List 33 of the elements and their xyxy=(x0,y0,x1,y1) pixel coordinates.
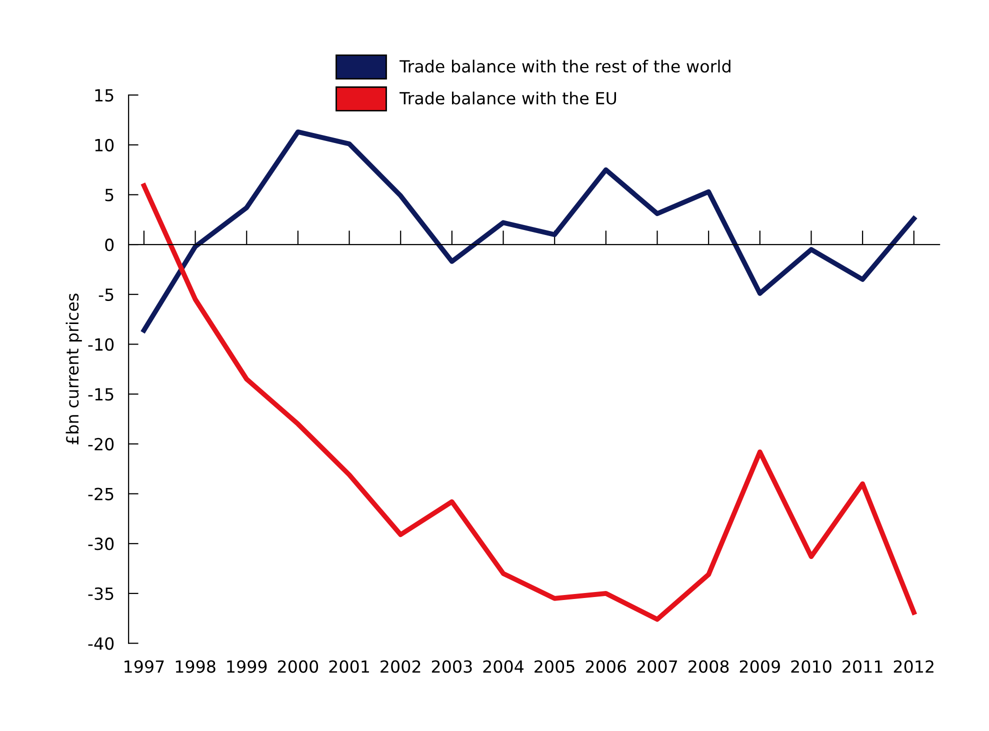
x-tick-label: 1999 xyxy=(227,660,267,673)
line-series xyxy=(142,183,916,622)
y-tick-label: 15 xyxy=(95,89,114,102)
x-tick-label: 2002 xyxy=(380,660,420,673)
y-tick-label: -40 xyxy=(88,637,114,650)
x-tick-label: 2005 xyxy=(534,660,574,673)
x-tick-label: 2004 xyxy=(483,660,524,673)
x-tick-label: 2011 xyxy=(842,660,882,673)
y-tick-label: -25 xyxy=(88,488,114,500)
y-tick-label: -5 xyxy=(98,288,114,301)
x-tick-label: 2012 xyxy=(894,660,934,673)
y-tick-label: 5 xyxy=(105,188,114,202)
x-tick-label: 2010 xyxy=(791,660,832,673)
legend-label: Trade balance with the EU xyxy=(400,92,616,105)
y-axis-title: £bn current prices xyxy=(66,294,82,444)
y-tick-label: 0 xyxy=(105,238,114,252)
y-tick-label: -35 xyxy=(88,587,114,600)
x-tick-label: 1997 xyxy=(124,660,164,673)
y-tick-label: -20 xyxy=(88,438,114,450)
y-tick-label: -10 xyxy=(88,338,114,351)
y-tick-label: -15 xyxy=(88,388,114,401)
y-tick-label: -30 xyxy=(88,538,114,550)
x-tick-label: 2006 xyxy=(586,660,626,673)
x-tick-label: 2000 xyxy=(278,660,318,673)
x-tick-label: 2001 xyxy=(329,660,369,673)
x-tick-label: 2007 xyxy=(637,660,678,673)
x-tick-label: 1998 xyxy=(176,660,216,673)
legend-label: Trade balance with the rest of the world xyxy=(400,60,730,73)
x-tick-label: 2003 xyxy=(432,660,472,673)
x-tick-label: 2009 xyxy=(740,660,780,673)
y-tick-label: 10 xyxy=(95,138,114,152)
x-tick-label: 2008 xyxy=(688,660,729,673)
line-series xyxy=(142,129,916,333)
